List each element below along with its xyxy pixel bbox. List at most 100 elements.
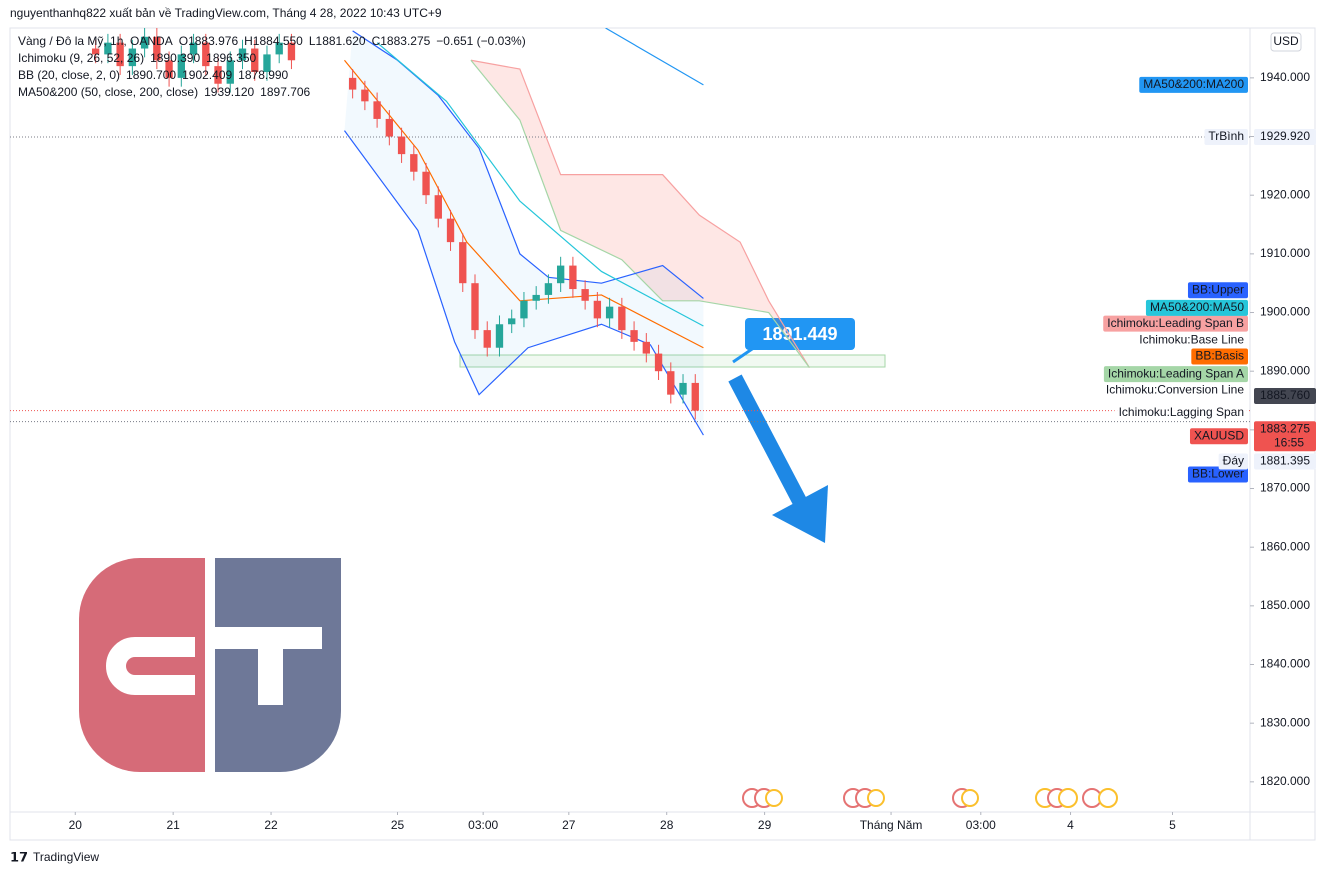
x-tick-label: 20 <box>69 818 83 832</box>
candle-body <box>189 42 198 55</box>
candle-body <box>361 89 369 102</box>
candle-body <box>556 265 565 284</box>
line-tag-bg <box>1187 282 1248 299</box>
y-tick-label: 1870.000 <box>1260 481 1310 495</box>
candle-body <box>691 382 699 411</box>
last-price-bg <box>1254 388 1316 405</box>
callout <box>745 318 855 350</box>
arrow <box>728 374 828 543</box>
logo <box>79 558 341 772</box>
line-tag: BB:Lower <box>1192 467 1244 481</box>
legend-title: BB (20, close, 2, 0) <box>18 68 120 82</box>
y-tick-label: 1860.000 <box>1260 539 1310 553</box>
candle-body <box>532 294 540 301</box>
legend-value: 1896.350 <box>206 51 256 65</box>
candle-body <box>165 60 173 78</box>
candle-body <box>434 195 442 219</box>
x-tick-label: 21 <box>166 818 180 832</box>
legend-title: MA50&200 (50, close, 200, close) <box>18 85 198 99</box>
svg-text:𝟭𝟳: 𝟭𝟳 <box>10 849 28 864</box>
line-tag-bg <box>1145 299 1248 316</box>
line-tag: MA50&200:MA50 <box>1150 300 1244 314</box>
candle-body <box>569 265 577 290</box>
candle-body <box>593 300 602 319</box>
x-tick-label: 03:00 <box>468 818 498 832</box>
x-tick-label: 22 <box>264 818 278 832</box>
currency: USD <box>1273 34 1299 48</box>
candle-body <box>471 283 479 331</box>
legend-value: 1939.120 <box>204 85 254 99</box>
line-tag: Ichimoku:Leading Span B <box>1107 316 1244 330</box>
cloud-fill <box>470 60 810 368</box>
level-price: 1881.395 <box>1260 454 1310 468</box>
label-tag: Ichimoku:Lagging Span <box>1119 405 1244 419</box>
x-tick-label: 4 <box>1067 818 1074 832</box>
candle-body <box>410 154 418 172</box>
indicator-line <box>376 42 704 327</box>
candle-body <box>373 101 381 119</box>
candle-body <box>508 318 516 325</box>
candle-body <box>667 371 675 395</box>
line-tag-bg <box>1103 366 1248 383</box>
symbol-price: 1883.275 <box>1260 421 1310 435</box>
symbol-price-bg <box>1254 421 1316 452</box>
legend-value: 1890.390 <box>150 51 200 65</box>
candle-body <box>153 36 161 61</box>
x-tick-label: 25 <box>391 818 405 832</box>
candle-body <box>238 48 247 61</box>
legend-title: Ichimoku (9, 26, 52, 26) <box>18 51 144 65</box>
legend-value: 1878.990 <box>238 68 288 82</box>
line-tag-bg <box>1187 466 1248 483</box>
legend-value: L1881.620 <box>309 34 366 48</box>
indicator-line <box>470 59 810 369</box>
candle-body <box>605 306 614 319</box>
footer: TradingView <box>33 850 99 864</box>
level-price: 1929.920 <box>1260 129 1310 143</box>
indicator-line <box>470 59 810 368</box>
y-tick-label: 1940.000 <box>1260 70 1310 84</box>
candle-body <box>128 48 137 67</box>
zone <box>459 354 886 368</box>
legend-value: H1884.550 <box>244 34 303 48</box>
indicator-line <box>344 59 704 349</box>
x-tick-label: 28 <box>660 818 674 832</box>
line-tag: Ichimoku:Leading Span A <box>1108 366 1244 380</box>
candle-body <box>544 283 553 295</box>
level-tag-bg <box>1218 453 1248 470</box>
level-tag-bg <box>1204 128 1248 145</box>
indicator-line <box>605 28 704 86</box>
candle-body <box>263 54 271 72</box>
candle-body <box>630 330 638 342</box>
label-tag: Ichimoku:Conversion Line <box>1106 383 1244 397</box>
indicator-line <box>343 130 704 436</box>
line-tag: BB:Basis <box>1195 349 1244 363</box>
legend-value: 1890.700 <box>126 68 176 82</box>
candle-body <box>214 66 222 84</box>
label-tag-bg <box>1114 404 1248 421</box>
candle-body <box>140 36 149 49</box>
legend-value: −0.651 (−0.03%) <box>436 34 525 48</box>
x-tick-label: 5 <box>1169 818 1176 832</box>
candle-body <box>422 171 430 196</box>
label-tag-bg <box>1101 382 1248 399</box>
candle-body <box>348 77 357 90</box>
candle-body <box>202 42 210 67</box>
level-price-bg <box>1254 453 1316 470</box>
candle-body <box>446 218 455 243</box>
candle-body <box>642 341 650 354</box>
candle-body <box>459 242 467 284</box>
header: nguyenthanhq822 xuất bản về TradingView.… <box>10 6 442 20</box>
y-tick-label: 1920.000 <box>1260 187 1310 201</box>
countdown: 16:55 <box>1274 435 1304 449</box>
plot <box>10 28 1250 436</box>
y-tick-label: 1890.000 <box>1260 363 1310 377</box>
line-tag-bg <box>1191 348 1248 365</box>
x-tick-label: 29 <box>758 818 772 832</box>
candle-body <box>495 324 504 348</box>
y-tick-label: 1840.000 <box>1260 657 1310 671</box>
candle-body <box>251 48 259 72</box>
last-price: 1885.760 <box>1260 388 1310 402</box>
y-tick-label: 1900.000 <box>1260 305 1310 319</box>
symbol-tag-bg <box>1189 428 1248 445</box>
